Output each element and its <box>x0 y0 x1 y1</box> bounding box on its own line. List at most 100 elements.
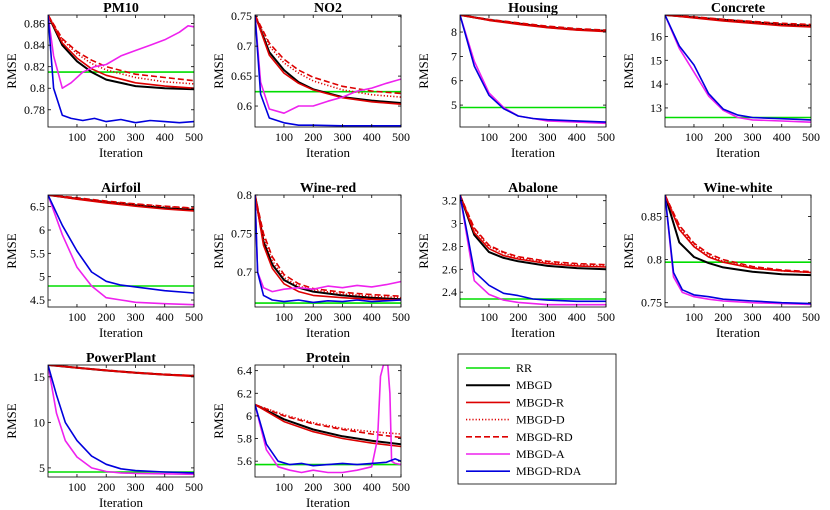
x-tick-label: 500 <box>597 310 615 324</box>
y-tick-label: 5 <box>451 98 457 112</box>
x-tick-label: 300 <box>126 310 144 324</box>
y-tick-label: 0.65 <box>231 69 252 83</box>
y-tick-label: 0.75 <box>641 296 662 310</box>
plot-area <box>47 364 195 478</box>
x-tick-label: 400 <box>568 130 586 144</box>
y-tick-label: 3.2 <box>442 194 457 208</box>
y-axis-label: RMSE <box>4 403 19 438</box>
x-tick-label: 500 <box>597 130 615 144</box>
legend-label-mbgd-a: MBGD-A <box>516 447 565 461</box>
series-line-mbgd-rd <box>460 15 606 31</box>
y-tick-label: 6 <box>246 409 252 423</box>
panel-title: Concrete <box>711 1 765 16</box>
y-tick-label: 3 <box>451 217 457 231</box>
y-tick-label: 5 <box>39 270 45 284</box>
x-tick-label: 300 <box>333 310 351 324</box>
y-tick-label: 6.4 <box>237 364 252 378</box>
series-line-mbgd-r <box>460 15 606 33</box>
series-line-mbgd-rd <box>460 195 606 266</box>
x-tick-label: 200 <box>714 130 732 144</box>
plot-area <box>47 14 195 128</box>
y-tick-label: 0.85 <box>641 210 662 224</box>
x-tick-label: 100 <box>68 310 86 324</box>
x-axis-label: Iteration <box>716 145 761 160</box>
y-tick-label: 0.82 <box>24 60 45 74</box>
legend-label-rr: RR <box>516 361 532 375</box>
plot-area <box>254 364 402 478</box>
y-axis-label: RMSE <box>416 53 431 88</box>
legend-label-mbgd: MBGD <box>516 378 552 392</box>
series-line-mbgd-rda <box>460 195 606 303</box>
panel-no2: 100 200 300 400 500 0.6 0.65 0.7 0.75 NO2 Iteratio… <box>211 1 410 160</box>
panel-housing: 100 200 300 400 500 5 6 7 8 Housing Iteration RMSE <box>416 1 615 160</box>
legend: RR MBGD MBGD-R MBGD-D MBGD-RD MBGD-A MBGD-RDA <box>457 353 617 485</box>
y-tick-label: 0.86 <box>24 17 45 31</box>
y-axis-label: RMSE <box>211 233 226 268</box>
series-line-mbgd-r <box>665 195 811 274</box>
y-tick-label: 5 <box>39 461 45 475</box>
y-axis-label: RMSE <box>4 233 19 268</box>
x-tick-label: 300 <box>538 310 556 324</box>
y-tick-label: 15 <box>33 370 45 384</box>
series-line-mbgd-a <box>255 15 401 114</box>
y-tick-label: 0.84 <box>24 38 45 52</box>
series-line-mbgd-rda <box>665 15 811 121</box>
x-tick-label: 200 <box>509 310 527 324</box>
y-tick-label: 0.8 <box>30 81 45 95</box>
series-line-mbgd-d <box>48 15 194 85</box>
series-line-mbgd-a <box>48 365 194 476</box>
series-line-mbgd-r <box>48 15 194 89</box>
series-line-mbgd-r <box>460 195 606 268</box>
panel-title: Protein <box>306 351 350 366</box>
series-line-mbgd-rda <box>255 404 401 467</box>
y-tick-label: 14 <box>650 77 662 91</box>
series-line-mbgd <box>460 195 606 271</box>
x-axis-label: Iteration <box>99 145 144 160</box>
x-tick-label: 400 <box>156 130 174 144</box>
panel-title: PowerPlant <box>86 351 156 366</box>
x-tick-label: 500 <box>185 480 203 494</box>
y-axis-label: RMSE <box>621 53 636 88</box>
y-tick-label: 2.4 <box>442 285 457 299</box>
plot-area <box>254 14 402 128</box>
panel-wine-red: 100 200 300 400 500 0.7 0.75 0.8 Wine-red Iterati… <box>211 181 410 340</box>
panel-title: PM10 <box>103 1 139 16</box>
series-line-mbgd <box>48 15 194 91</box>
y-tick-label: 6 <box>39 223 45 237</box>
y-tick-label: 0.78 <box>24 103 45 117</box>
x-tick-label: 100 <box>480 130 498 144</box>
panel-title: Housing <box>508 1 558 16</box>
y-tick-label: 6.2 <box>237 386 252 400</box>
x-tick-label: 300 <box>743 130 761 144</box>
x-tick-label: 500 <box>802 310 820 324</box>
legend-label-mbgd-r: MBGD-R <box>516 395 564 409</box>
y-axis-label: RMSE <box>621 233 636 268</box>
plot-area <box>664 14 812 128</box>
series-line-mbgd-r <box>255 195 401 301</box>
y-axis-label: RMSE <box>416 233 431 268</box>
legend-label-mbgd-rd: MBGD-RD <box>516 430 573 444</box>
panel-title: Abalone <box>508 181 558 196</box>
x-tick-label: 500 <box>185 130 203 144</box>
series-line-mbgd-d <box>255 15 401 98</box>
y-tick-label: 4.5 <box>30 293 45 307</box>
x-tick-label: 300 <box>743 310 761 324</box>
series-line-mbgd-r <box>48 195 194 212</box>
series-line-mbgd-d <box>255 403 401 435</box>
plot-area <box>459 194 607 308</box>
x-tick-label: 400 <box>773 130 791 144</box>
y-tick-label: 0.75 <box>231 9 252 23</box>
x-tick-label: 400 <box>568 310 586 324</box>
x-tick-label: 200 <box>97 480 115 494</box>
series-line-mbgd-rda <box>48 365 194 474</box>
y-tick-label: 5.8 <box>237 432 252 446</box>
y-axis-label: RMSE <box>211 53 226 88</box>
series-line-mbgd-rda <box>255 15 401 127</box>
series-line-mbgd-rd <box>255 403 401 439</box>
series-line-mbgd-a <box>255 195 401 293</box>
legend-label-mbgd-d: MBGD-D <box>516 413 565 427</box>
x-tick-label: 300 <box>126 480 144 494</box>
y-tick-label: 6.5 <box>30 200 45 214</box>
series-line-mbgd-d <box>255 195 401 299</box>
